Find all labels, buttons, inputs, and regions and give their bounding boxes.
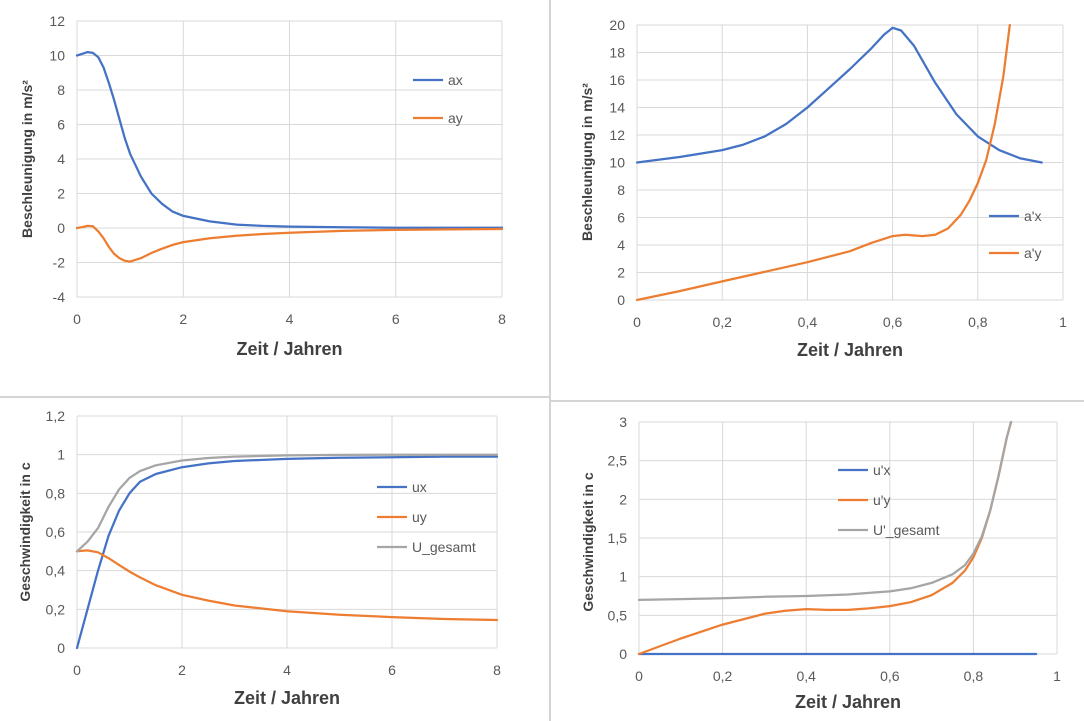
y-tick-label: 2,5	[608, 453, 628, 469]
x-tick-label: 4	[283, 662, 291, 678]
y-tick-label: 0	[57, 640, 65, 656]
y-tick-label: 0,2	[46, 601, 66, 617]
chart-velocity-prime: 0 0,5 1 1,5 2 2,5 3 0 0,2 0,4 0,6 0,8 1 Zeit / Jahren…	[580, 414, 1061, 712]
y-tick-label: 2	[617, 265, 625, 281]
x-tick-label: 8	[493, 662, 501, 678]
x-tick-label: 0,2	[712, 314, 732, 330]
chart-acceleration-prime: 0 2 4 6 8 10 12 14 16 18 20 0 0,2 0,4 0,6 0,8 1 Zeit / Ja…	[579, 17, 1067, 360]
x-tick-label: 4	[286, 311, 294, 327]
y-tick-label: 0	[57, 220, 65, 236]
y-tick-label: 4	[57, 151, 65, 167]
series-line-a'y	[635, 23, 1011, 302]
x-tick-label: 0,4	[796, 668, 816, 684]
y-tick-label: 1	[619, 569, 627, 585]
x-tick-label: 0	[633, 314, 641, 330]
y-tick-label: 0,8	[46, 485, 66, 501]
y-tick-label: 10	[49, 48, 65, 64]
y-tick-label: 1,5	[608, 530, 628, 546]
legend-label: a'x	[1024, 208, 1041, 224]
x-tick-label: 0,8	[964, 668, 984, 684]
divider-horizontal-right	[551, 400, 1084, 402]
series-line-ux	[75, 455, 499, 650]
x-tick-label: 0,8	[968, 314, 988, 330]
chart-panel-acceleration-prime[interactable]: 0 2 4 6 8 10 12 14 16 18 20 0 0,2 0,4 0,6 0,8 1 Zeit / Ja…	[555, 0, 1084, 398]
y-tick-label: 6	[617, 210, 625, 226]
legend-label: ux	[412, 479, 427, 495]
chart-panel-velocity[interactable]: 0 0,2 0,4 0,6 0,8 1 1,2 0 2 4 6 8 Zeit / Jahren Gesch…	[0, 400, 549, 721]
x-tick-label: 6	[388, 662, 396, 678]
y-tick-label: 12	[49, 13, 65, 29]
y-tick-label: 16	[609, 72, 625, 88]
series-line-ay	[75, 224, 504, 263]
x-tick-label: 0,2	[713, 668, 733, 684]
x-tick-label: 1	[1059, 314, 1067, 330]
divider-vertical	[549, 0, 551, 721]
y-tick-label: 0,4	[46, 563, 66, 579]
x-tick-label: 0,6	[880, 668, 900, 684]
legend-label: u'x	[873, 462, 890, 478]
x-tick-label: 2	[178, 662, 186, 678]
legend-label: a'y	[1024, 245, 1041, 261]
chart-velocity: 0 0,2 0,4 0,6 0,8 1 1,2 0 2 4 6 8 Zeit / Jahren Gesch…	[17, 408, 501, 708]
y-tick-label: 10	[609, 155, 625, 171]
y-axis-title: Beschleunigung in m/s²	[579, 83, 595, 241]
x-tick-label: 0	[635, 668, 643, 684]
y-tick-label: 18	[609, 45, 625, 61]
x-axis-title: Zeit / Jahren	[795, 692, 901, 712]
y-tick-label: 12	[609, 127, 625, 143]
y-tick-label: 2	[619, 491, 627, 507]
x-axis-title: Zeit / Jahren	[234, 688, 340, 708]
y-axis-title: Beschleunigung in m/s²	[19, 80, 35, 238]
y-tick-label: 3	[619, 414, 627, 430]
y-tick-label: 1,2	[46, 408, 66, 424]
y-tick-label: 0,5	[608, 607, 628, 623]
y-tick-label: -4	[53, 289, 66, 305]
legend-label: u'y	[873, 492, 890, 508]
y-tick-label: 0,6	[46, 524, 66, 540]
y-tick-label: -2	[53, 255, 66, 271]
y-tick-label: 8	[57, 82, 65, 98]
x-tick-label: 0,6	[883, 314, 903, 330]
y-tick-label: 0	[619, 646, 627, 662]
x-tick-label: 1	[1053, 668, 1061, 684]
chart-panel-acceleration[interactable]: -4 -2 0 2 4 6 8 10 12 0 2 4 6 8 Zeit / Jahren Beschleun…	[0, 0, 549, 396]
y-tick-label: 1	[57, 447, 65, 463]
x-tick-label: 2	[179, 311, 187, 327]
x-tick-label: 6	[392, 311, 400, 327]
x-tick-label: 8	[498, 311, 506, 327]
chart-acceleration: -4 -2 0 2 4 6 8 10 12 0 2 4 6 8 Zeit / Jahren Beschleun…	[19, 13, 506, 359]
y-tick-label: 8	[617, 182, 625, 198]
divider-horizontal-left	[0, 396, 549, 398]
series-line-uy	[75, 549, 499, 622]
y-tick-label: 14	[609, 100, 625, 116]
y-axis-title: Geschwindigkeit in c	[17, 462, 33, 601]
x-tick-label: 0	[73, 311, 81, 327]
y-tick-label: 4	[617, 237, 625, 253]
x-tick-label: 0	[73, 662, 81, 678]
legend-label: U_gesamt	[412, 539, 476, 555]
series-line-U_gesamt	[75, 453, 499, 553]
y-tick-label: 2	[57, 186, 65, 202]
series-line-ax	[75, 50, 504, 229]
y-tick-label: 6	[57, 117, 65, 133]
x-axis-title: Zeit / Jahren	[236, 339, 342, 359]
y-tick-label: 20	[609, 17, 625, 33]
series-line-a'x	[635, 26, 1043, 164]
chart-panel-velocity-prime[interactable]: 0 0,5 1 1,5 2 2,5 3 0 0,2 0,4 0,6 0,8 1 Zeit / Jahren…	[555, 404, 1084, 721]
series-line-U'_gesamt	[637, 420, 1013, 602]
legend-label: ay	[448, 110, 463, 126]
legend-label: ax	[448, 72, 463, 88]
x-axis-title: Zeit / Jahren	[797, 340, 903, 360]
y-tick-label: 0	[617, 292, 625, 308]
x-tick-label: 0,4	[798, 314, 818, 330]
y-axis-title: Geschwindigkeit in c	[580, 472, 596, 611]
legend-label: uy	[412, 509, 427, 525]
legend-label: U'_gesamt	[873, 522, 940, 538]
